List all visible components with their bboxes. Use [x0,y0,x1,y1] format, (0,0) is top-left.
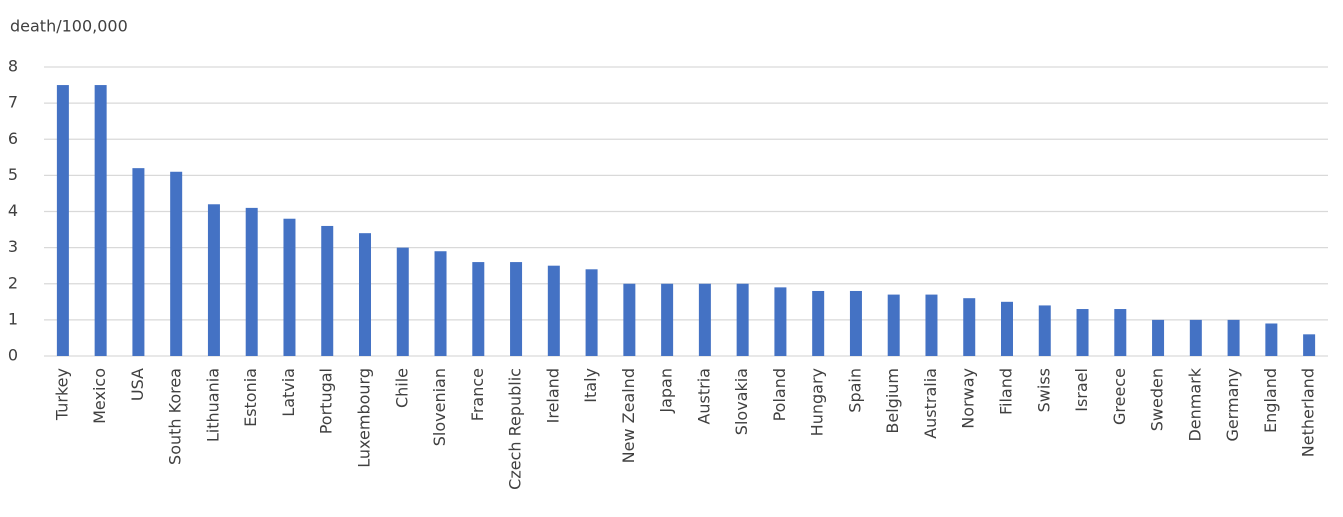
bar [547,265,560,356]
x-tick-label: Belgium [883,368,902,434]
bar [698,283,711,356]
bar [661,283,674,356]
bar [1152,319,1165,356]
x-tick-label: Norway [959,368,978,429]
x-tick-label: Ireland [543,368,562,423]
bar [1303,334,1316,356]
y-tick-label: 6 [8,129,18,148]
bar [132,168,145,356]
bar [396,247,409,356]
x-tick-label: Japan [657,368,676,414]
x-tick-label: Chile [392,368,411,408]
bar [359,233,371,356]
x-tick-label: Filand [997,368,1016,415]
bar [812,290,825,356]
bar [434,251,447,356]
bar [1076,309,1089,356]
bar [1227,319,1240,356]
x-tick-label: Austria [694,368,713,425]
bar [1038,305,1051,356]
x-tick-label: USA [128,368,147,401]
bar [56,85,69,356]
bar [1114,309,1127,356]
bar [623,283,636,356]
bar [849,290,862,356]
y-tick-label: 8 [8,57,18,76]
bar [887,294,900,356]
x-tick-label: Mexico [90,368,109,424]
x-tick-label: Turkey [52,368,71,421]
x-tick-label: New Zealnd [619,368,638,463]
bar [736,283,749,356]
x-tick-label: Germany [1223,368,1242,442]
bar [963,298,976,356]
bar [925,294,938,356]
x-tick-label: Portugal [317,368,336,434]
bar [585,269,598,356]
x-tick-label: Latvia [279,368,298,417]
x-tick-label: Czech Republic [506,368,525,490]
x-tick-label: Luxembourg [355,368,374,468]
x-tick-label: England [1261,368,1280,433]
x-tick-label: Australia [921,368,940,439]
x-tick-label: Slovenian [430,368,449,446]
x-tick-label: Poland [770,368,789,421]
bar [510,262,523,356]
y-axis-title: death/100,000 [10,17,128,36]
x-tick-label: Slovakia [732,368,751,435]
bar [1001,301,1013,356]
x-tick-label: Israel [1072,368,1091,412]
y-tick-label: 0 [8,346,18,365]
bar [1189,319,1202,356]
y-tick-label: 7 [8,93,18,112]
x-tick-label: Estonia [241,368,260,427]
bar [283,218,296,356]
bar [245,207,258,356]
y-tick-label: 5 [8,165,18,184]
x-tick-label: South Korea [166,368,185,465]
bar [170,171,183,356]
bar [207,204,220,356]
y-tick-label: 4 [8,201,18,220]
bar [94,85,107,356]
bar [1265,323,1278,356]
bar [774,287,787,356]
x-tick-label: France [468,368,487,421]
x-tick-label: Hungary [808,368,827,436]
bar [472,262,485,356]
x-tick-label: Italy [581,368,600,403]
x-tick-label: Greece [1110,368,1129,425]
x-tick-label: Netherland [1299,368,1318,457]
y-tick-label: 1 [8,309,18,328]
y-tick-label: 3 [8,237,18,256]
bar [321,225,334,356]
x-tick-label: Sweden [1148,368,1167,431]
y-tick-label: 2 [8,273,18,292]
x-tick-label: Lithuania [203,368,222,442]
x-tick-label: Denmark [1185,367,1204,441]
x-tick-label: Spain [845,368,864,413]
x-tick-label: Swiss [1034,368,1053,412]
